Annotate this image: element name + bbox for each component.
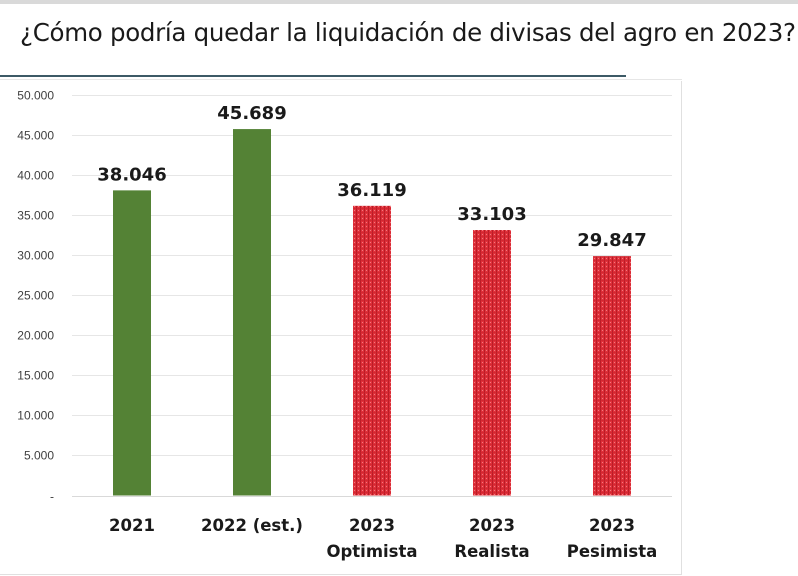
chart-frame-top	[0, 79, 682, 80]
y-tick-label: 20.000	[17, 329, 54, 343]
x-axis: 2021 2022 (est.) 2023 Optimista 2023 Realista…	[109, 516, 657, 561]
data-label: 29.847	[577, 230, 646, 251]
title-underline	[0, 75, 626, 77]
y-tick-label: 40.000	[17, 169, 54, 183]
x-tick-label: 2022 (est.)	[201, 516, 303, 535]
chart-title: ¿Cómo podría quedar la liquidación de di…	[20, 18, 796, 47]
bar	[353, 205, 391, 496]
y-tick-label: 25.000	[17, 289, 54, 303]
y-tick-label: 5.000	[24, 449, 54, 463]
y-tick-label: 30.000	[17, 249, 54, 263]
bar	[113, 190, 151, 496]
y-tick-label: 45.000	[17, 129, 54, 143]
y-tick-label: 15.000	[17, 369, 54, 383]
x-tick-label: Realista	[454, 542, 529, 561]
bar	[473, 230, 511, 496]
bars	[113, 129, 631, 496]
y-tick-label: 10.000	[17, 409, 54, 423]
bar	[233, 129, 271, 496]
y-tick-label: 35.000	[17, 209, 54, 223]
y-axis: - 5.000 10.000 15.000 20.000 25.000 30.000 35.0…	[17, 89, 54, 504]
chart-frame	[0, 81, 682, 575]
data-labels: 38.046 45.689 36.119 33.103 29.847	[97, 103, 646, 251]
data-label: 33.103	[457, 204, 526, 225]
x-tick-label: 2023	[349, 516, 395, 535]
x-tick-label: 2023	[469, 516, 515, 535]
x-tick-label: 2023	[589, 516, 635, 535]
data-label: 36.119	[337, 180, 406, 201]
x-tick-label: 2021	[109, 516, 155, 535]
top-border	[0, 0, 798, 4]
x-tick-label: Pesimista	[567, 542, 657, 561]
x-tick-label: Optimista	[326, 542, 417, 561]
data-label: 38.046	[97, 164, 166, 185]
data-label: 45.689	[217, 103, 286, 124]
y-tick-label: -	[50, 490, 54, 504]
bar	[593, 256, 631, 496]
y-tick-label: 50.000	[17, 89, 54, 103]
